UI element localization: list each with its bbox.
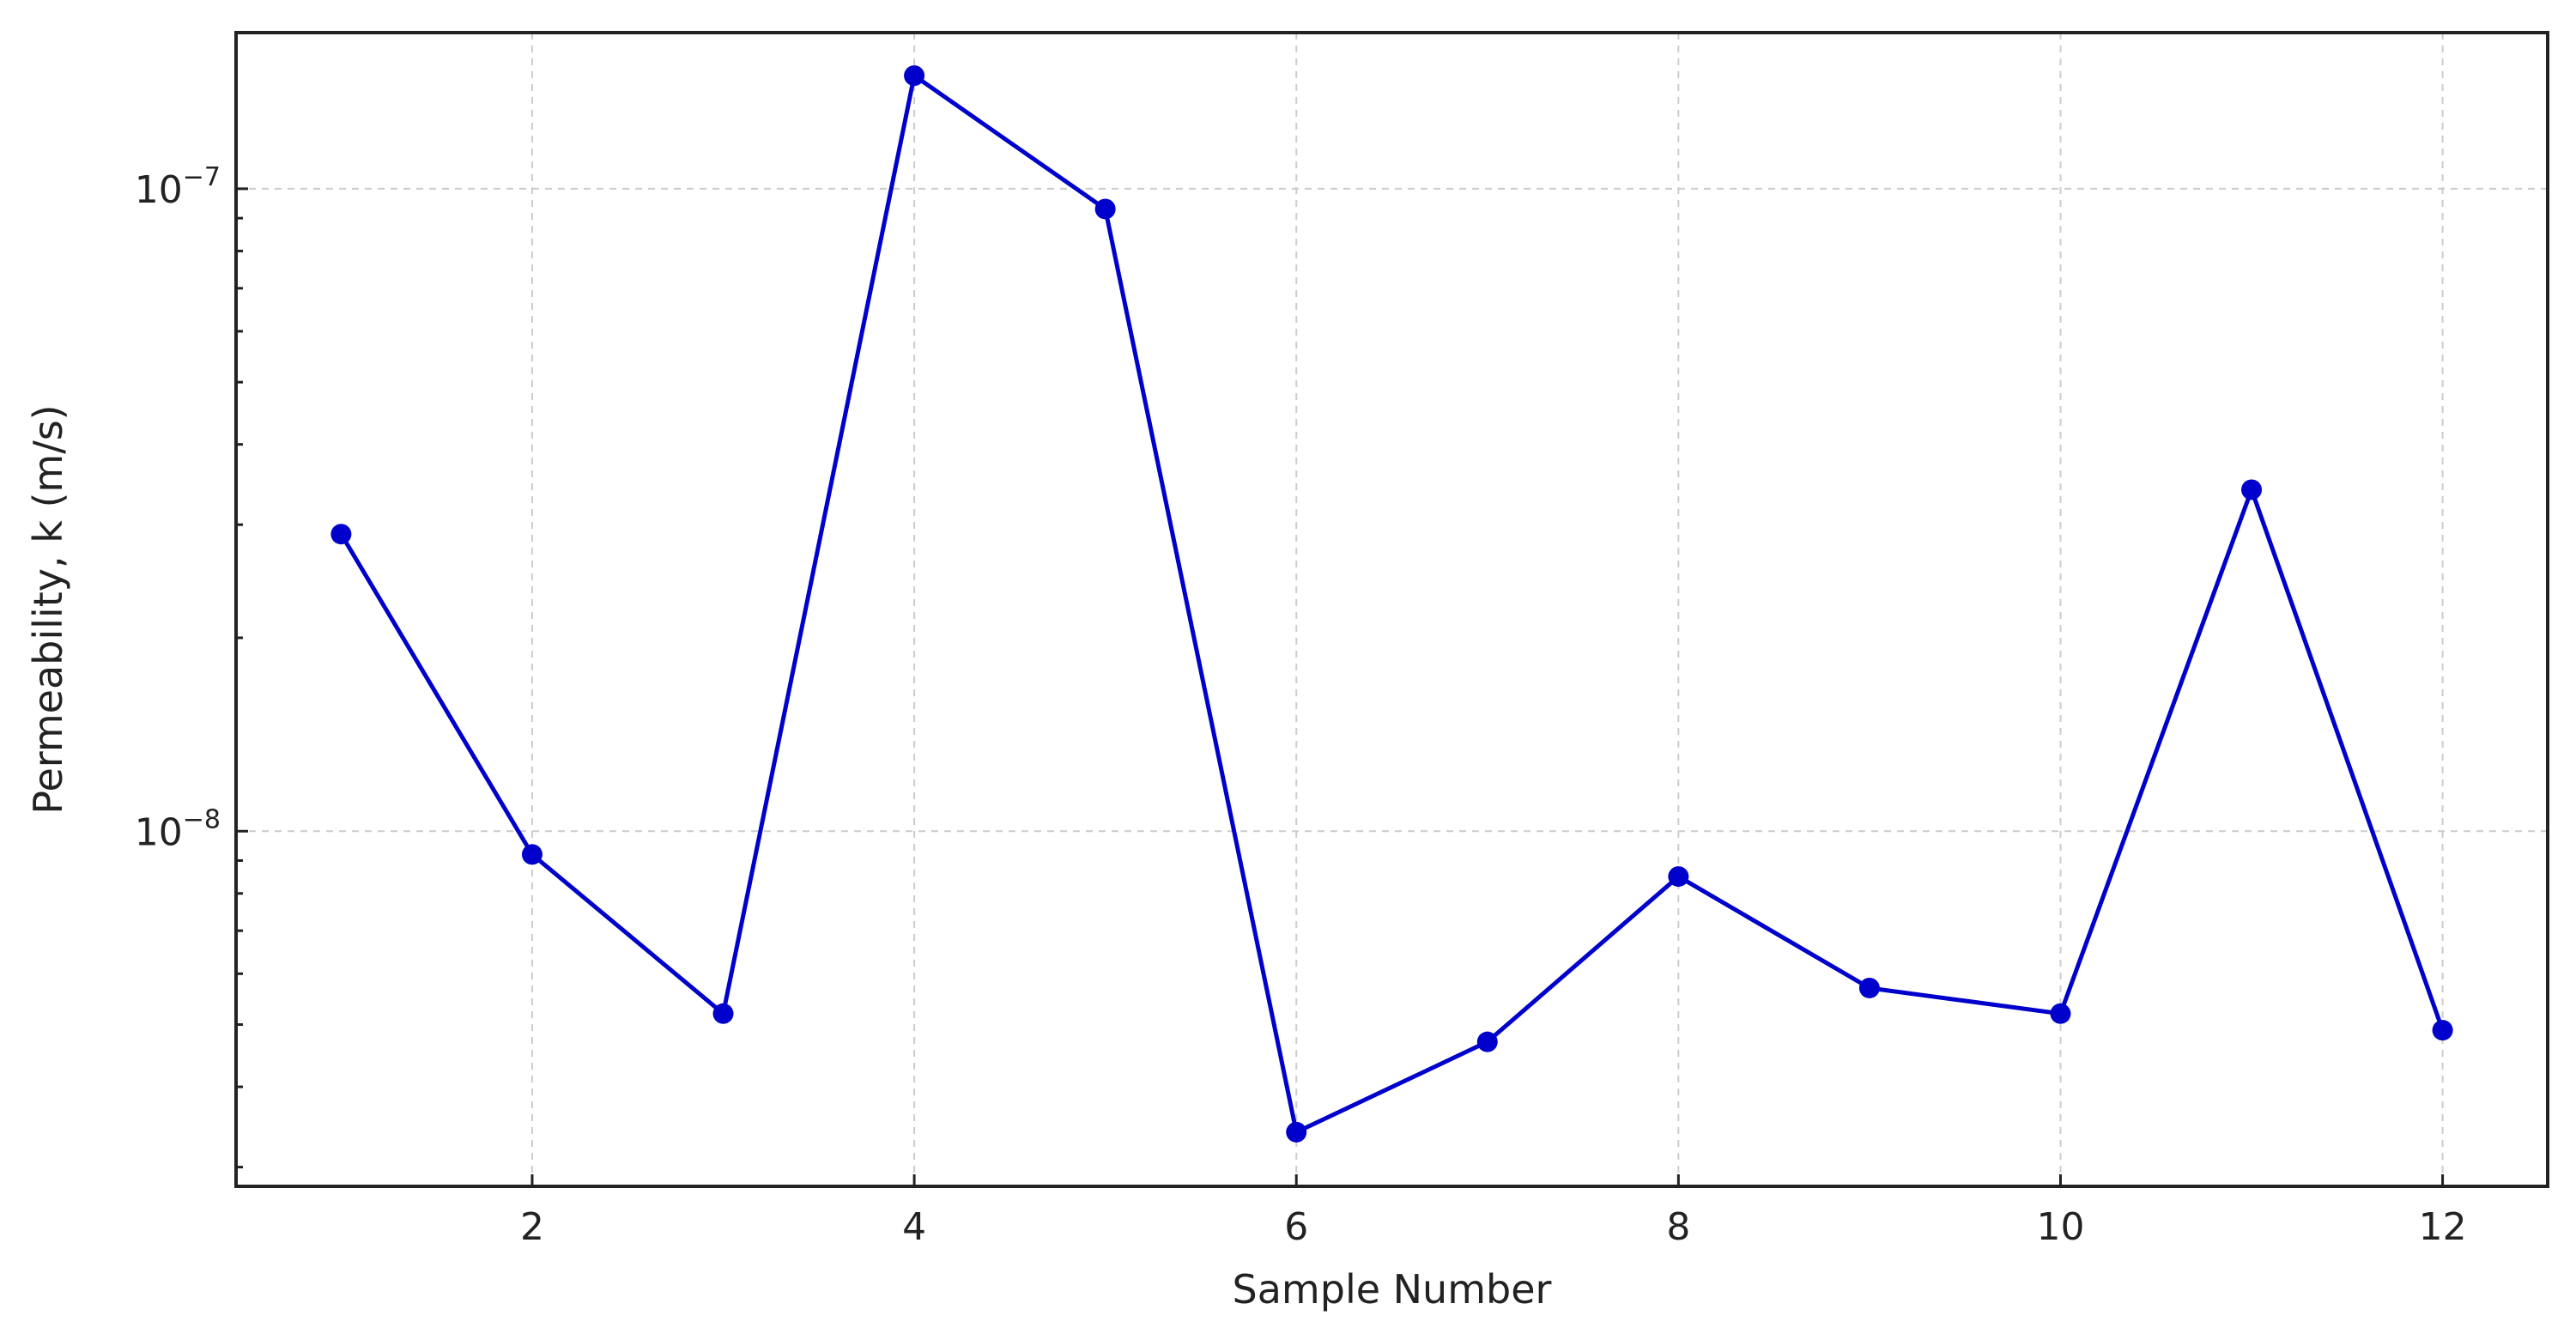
data-point <box>2432 1020 2453 1041</box>
data-point <box>1858 977 1880 998</box>
data-point <box>330 524 352 545</box>
x-axis-label: Sample Number <box>1233 1266 1552 1313</box>
data-point <box>1668 866 1689 888</box>
x-tick-label: 4 <box>902 1205 926 1249</box>
y-tick-label: 10−7 <box>135 162 221 212</box>
y-tick-label: 10−8 <box>135 804 221 854</box>
data-point <box>2050 1003 2071 1024</box>
data-point <box>2241 479 2263 500</box>
series-line <box>339 73 2445 1135</box>
data-point <box>904 65 925 87</box>
x-tick-label: 8 <box>1666 1205 1690 1249</box>
data-point <box>1286 1121 1307 1143</box>
data-point <box>521 844 542 865</box>
x-tick-label: 6 <box>1284 1205 1308 1249</box>
plot-frame <box>234 31 2549 1188</box>
axis-ticks: 2 4 6 8 10 12 10−8 10−7 <box>135 162 2467 1249</box>
x-tick-label: 10 <box>2036 1205 2084 1249</box>
y-axis-label: Permeability, k (m/s) <box>25 404 71 814</box>
data-point <box>1476 1031 1498 1052</box>
grid <box>236 33 2548 1186</box>
data-point <box>712 1003 734 1024</box>
data-point <box>1094 198 1116 220</box>
x-tick-label: 2 <box>520 1205 544 1249</box>
series <box>330 65 2453 1143</box>
x-tick-label: 12 <box>2419 1205 2467 1249</box>
